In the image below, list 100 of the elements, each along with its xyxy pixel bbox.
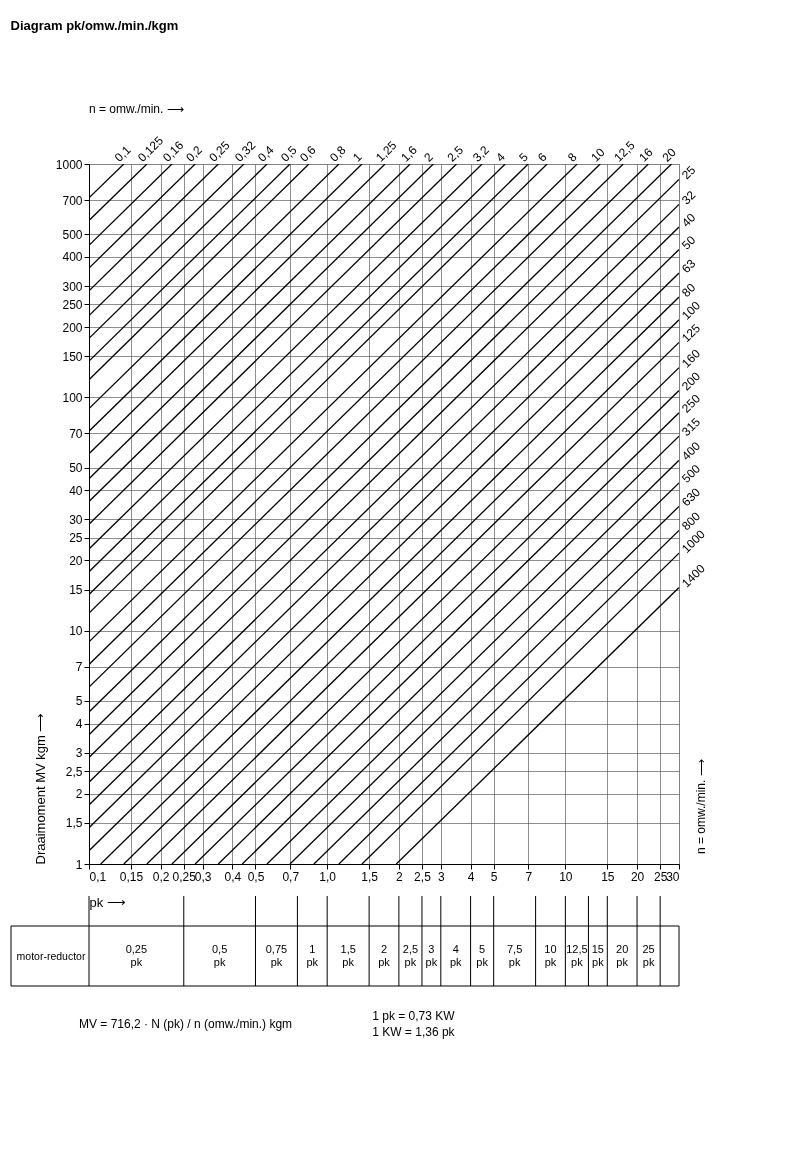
text: 7,5 pk: [506, 943, 523, 968]
text: 15 pk: [591, 943, 605, 968]
text: 40: [679, 210, 699, 230]
y-tick-label: 3: [75, 746, 83, 761]
text: 0,5 pk: [211, 943, 228, 968]
text: 2: [421, 149, 437, 165]
y-tick-label: 7: [75, 660, 83, 675]
text: 2,5: [444, 142, 467, 165]
y-tick-label: 150: [62, 349, 83, 364]
text: 25: [679, 162, 699, 183]
x-tick-label: 15: [601, 869, 615, 884]
x-tick-label: 2,5: [414, 869, 432, 884]
text: 5: [516, 149, 531, 165]
x-tick-label: 0,2: [152, 869, 170, 884]
y-tick-label: 300: [62, 279, 83, 294]
text: motor-reductor: [16, 950, 86, 962]
y-tick-label: 1,5: [65, 816, 83, 831]
y-tick-label: 1000: [55, 157, 83, 172]
x-tick-label: 2: [396, 869, 404, 884]
text: 63: [679, 256, 699, 276]
text: 0,25 pk: [125, 943, 148, 968]
y-tick-label: 50: [69, 461, 83, 476]
text: 100: [679, 298, 704, 323]
text: 5 pk: [476, 943, 489, 968]
y-tick-label: 70: [69, 426, 83, 441]
y-tick-label: 100: [62, 390, 83, 405]
text: 0,8: [326, 142, 349, 165]
text: 400: [679, 438, 704, 464]
y-tick-label: 400: [62, 250, 83, 265]
y-tick-label: 30: [69, 512, 83, 527]
x-tick-label: 0,15: [119, 869, 144, 884]
text: 50: [679, 232, 699, 253]
x-tick-label: 20: [630, 869, 645, 884]
x-tick-label: 1,0: [319, 869, 337, 884]
y-tick-label: 5: [75, 694, 83, 709]
text: 20: [659, 145, 680, 165]
text: 12,5 pk: [566, 943, 588, 968]
y-tick-label: 40: [69, 483, 83, 498]
text: 20 pk: [616, 943, 629, 968]
text: 1 pk: [306, 943, 319, 968]
y-tick-label: 4: [75, 717, 83, 732]
y-axis-title: Draaimoment MV kgm ⟶: [32, 712, 48, 865]
x-tick-label: 7: [525, 869, 533, 884]
text: 1 KW = 1,36 pk: [372, 1025, 456, 1039]
x-tick-label: 0,4: [224, 869, 242, 884]
text: 32: [679, 187, 699, 208]
text: 25 pk: [642, 943, 655, 968]
y-tick-label: 10: [69, 624, 83, 639]
x-tick-label: 0,1: [89, 869, 107, 884]
x-tick-label: 30: [666, 869, 680, 884]
text: 2,5 pk: [402, 943, 419, 968]
y-tick-label: 200: [62, 320, 83, 335]
text: 160: [679, 346, 704, 371]
text: 1,6: [398, 142, 421, 165]
y-tick-label: 15: [69, 583, 83, 598]
text: 1: [349, 149, 365, 165]
text: 3 pk: [425, 943, 438, 968]
text: 315: [679, 414, 704, 439]
text: 630: [679, 484, 704, 510]
x-tick-label: 5: [490, 869, 498, 884]
text: n = omw./min. ⟶: [694, 759, 708, 854]
text: 10: [588, 145, 608, 165]
y-tick-label: 1: [75, 857, 83, 872]
text: 3,2: [470, 142, 492, 165]
text: 1 pk = 0,73 KW: [372, 1009, 456, 1023]
x-tick-label: 4: [467, 869, 475, 884]
x-tick-label: 25: [653, 869, 668, 884]
text: 500: [679, 461, 704, 486]
text: 4 pk: [449, 943, 462, 968]
text: 1,5 pk: [340, 943, 356, 968]
text: 80: [679, 280, 699, 300]
y-tick-label: 25: [69, 531, 83, 546]
y-tick-label: 20: [69, 553, 83, 568]
x-tick-label: 0,3: [194, 869, 212, 884]
x-tick-label: 0,5: [247, 869, 265, 884]
text: 2 pk: [378, 943, 391, 968]
text: n = omw./min. ⟶: [89, 102, 184, 116]
text: 0,75 pk: [265, 943, 288, 968]
y-tick-label: 2,5: [65, 764, 83, 779]
y-tick-label: 500: [62, 227, 83, 242]
text: 6: [535, 149, 550, 165]
text: 4: [493, 149, 509, 165]
text: MV = 716,2 · N (pk) / n (omw./min.) kgm: [79, 1017, 293, 1031]
text: 250: [679, 391, 704, 416]
y-tick-label: 250: [62, 297, 83, 312]
text: 0,1: [111, 142, 134, 165]
x-tick-label: 10: [559, 869, 573, 884]
text: 200: [679, 369, 704, 394]
x-tick-label: 1,5: [361, 869, 379, 884]
x-axis-title: pk ⟶: [89, 894, 126, 910]
text: 0,25: [206, 138, 233, 165]
x-tick-label: 3: [437, 869, 445, 884]
text: 125: [679, 320, 704, 346]
y-tick-label: 700: [62, 193, 83, 208]
y-tick-label: 2: [75, 787, 83, 802]
chart-title: Diagram pk/omw./min./kgm: [10, 18, 179, 33]
text: 16: [636, 145, 656, 165]
x-tick-label: 0,25: [172, 869, 197, 884]
text: 10 pk: [544, 943, 557, 968]
text: 8: [565, 149, 580, 165]
